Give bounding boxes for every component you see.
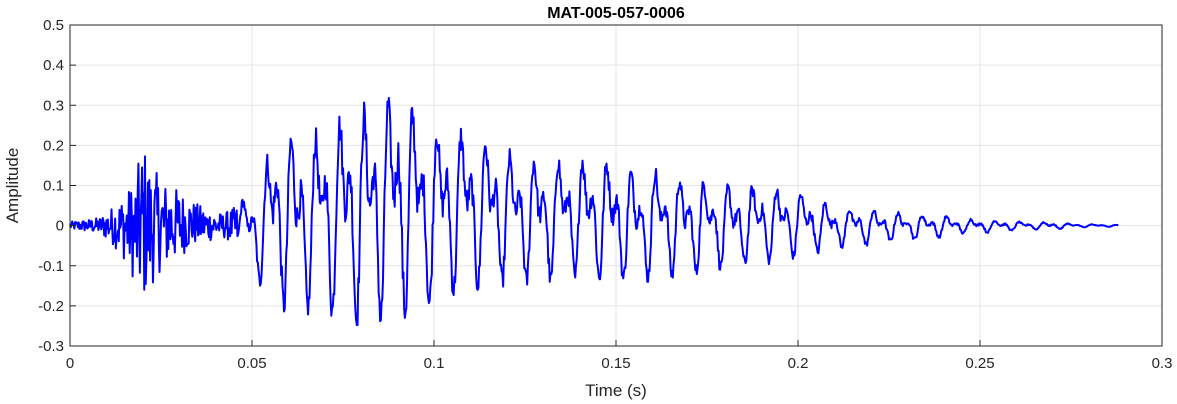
y-tick-label: 0.5 xyxy=(43,17,64,34)
y-tick-label: -0.1 xyxy=(38,258,64,275)
x-axis-label: Time (s) xyxy=(585,381,647,400)
x-tick-label: 0.25 xyxy=(965,355,994,372)
y-tick-label: 0.3 xyxy=(43,97,64,114)
x-tick-label: 0.2 xyxy=(788,355,809,372)
y-tick-label: 0.1 xyxy=(43,178,64,195)
x-tick-label: 0.05 xyxy=(237,355,266,372)
x-tick-label: 0 xyxy=(66,355,74,372)
y-tick-label: 0 xyxy=(56,218,64,235)
y-tick-label: 0.2 xyxy=(43,137,64,154)
y-axis-label: Amplitude xyxy=(3,148,22,224)
x-tick-label: 0.15 xyxy=(601,355,630,372)
chart-title: MAT-005-057-0006 xyxy=(547,5,685,22)
y-tick-label: -0.3 xyxy=(38,338,64,355)
y-tick-label: 0.4 xyxy=(43,57,64,74)
y-tick-label: -0.2 xyxy=(38,298,64,315)
x-tick-label: 0.1 xyxy=(424,355,445,372)
series-line-signal xyxy=(69,96,1119,327)
x-axis-ticks: 0 0.05 0.1 0.15 0.2 0.25 0.3 xyxy=(66,340,1173,372)
y-axis-ticks: -0.3 -0.2 -0.1 0 0.1 0.2 0.3 0.4 0.5 xyxy=(38,17,76,355)
x-tick-label: 0.3 xyxy=(1152,355,1173,372)
